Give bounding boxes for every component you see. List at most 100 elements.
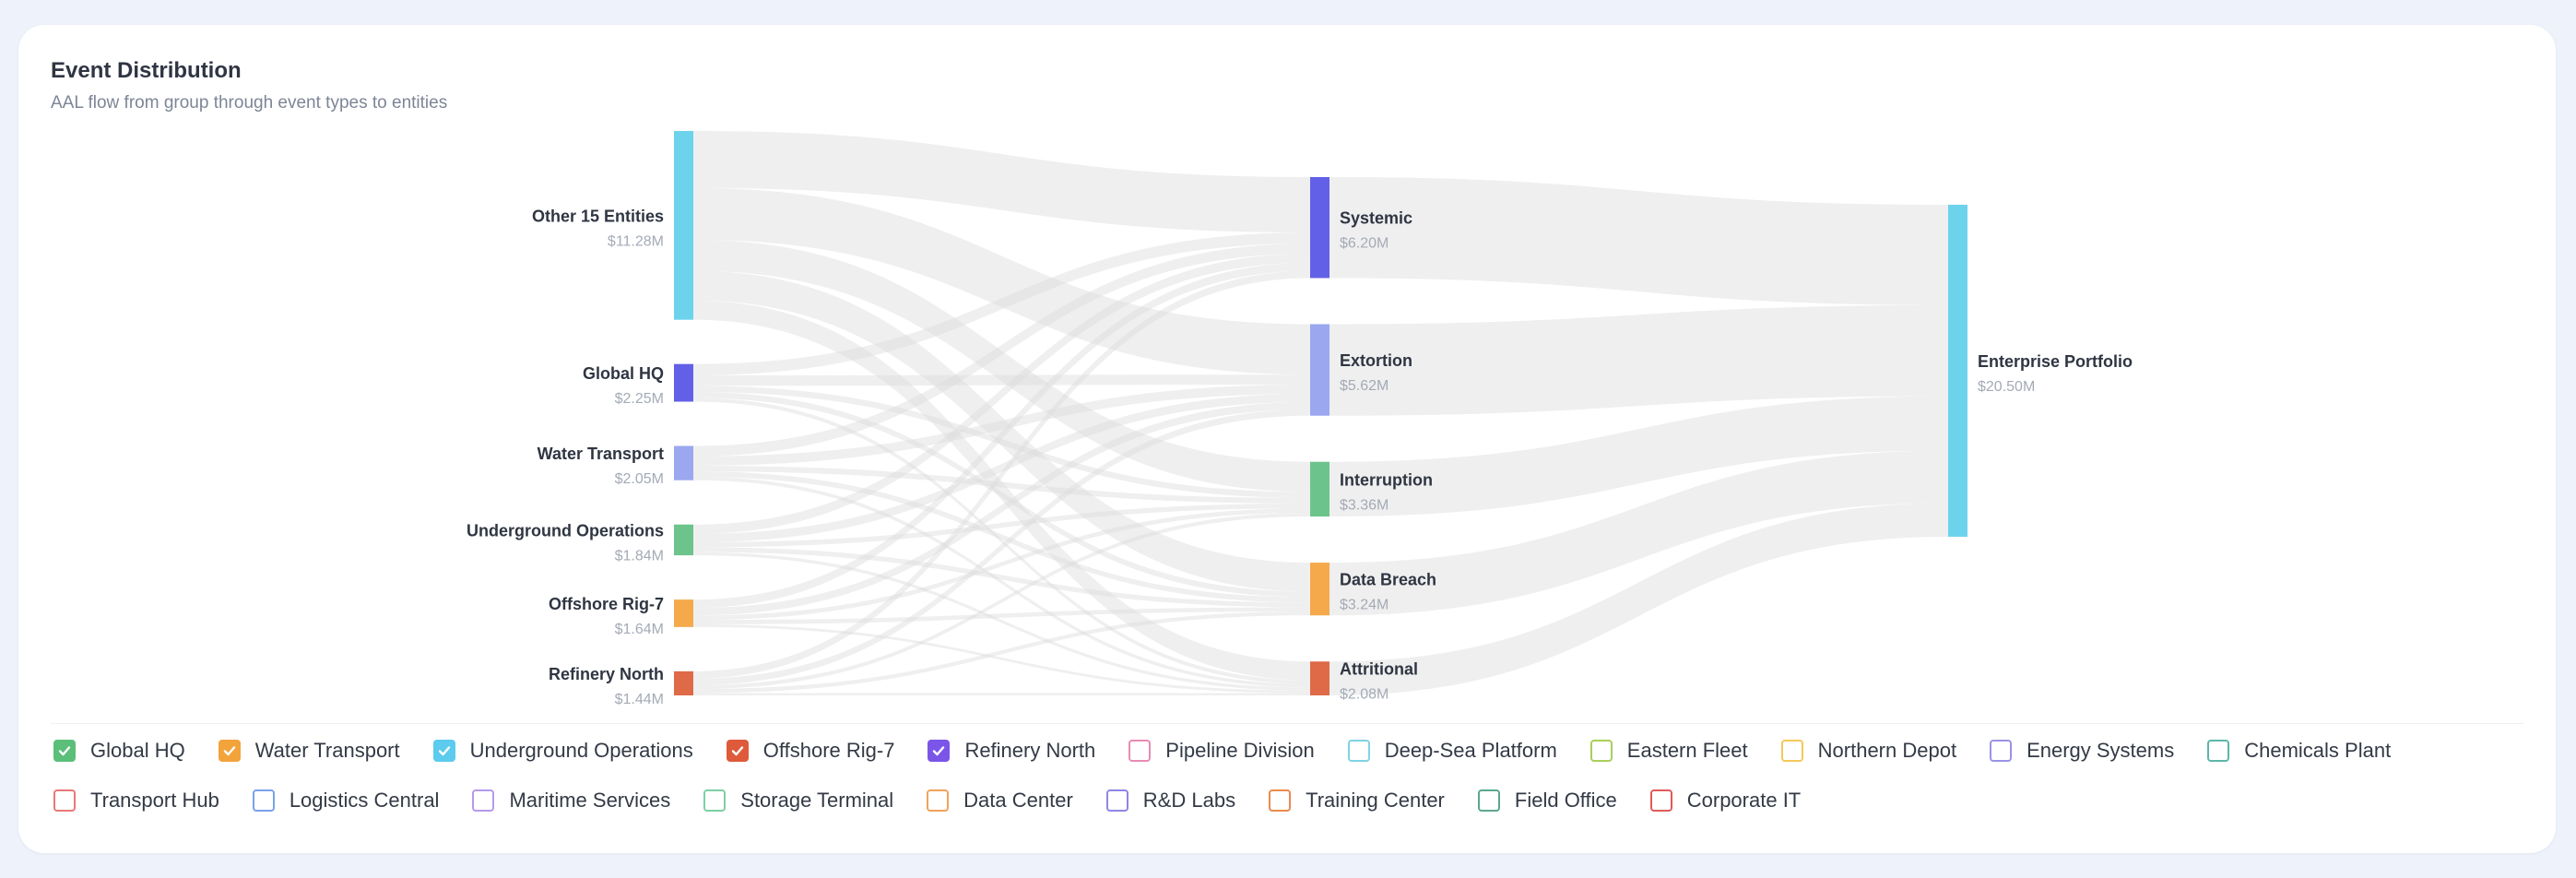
checkbox-unchecked-icon[interactable] [1269,789,1292,812]
checkbox-unchecked-icon[interactable] [703,789,727,812]
legend-item[interactable]: Storage Terminal [703,789,893,813]
sankey-node-sys[interactable] [1310,177,1329,279]
sankey-link-wt-sys[interactable] [693,243,1310,457]
sankey-node-ep[interactable] [1948,205,1967,537]
legend-item[interactable]: Pipeline Division [1128,739,1315,763]
sankey-link-uo-att[interactable] [693,552,1310,691]
sankey-link-or7-sys[interactable] [693,262,1310,609]
legend-item[interactable]: Global HQ [53,739,185,763]
sankey-link-int-ep[interactable] [1329,396,1948,517]
checkbox-checked-icon[interactable] [726,740,749,762]
sankey-link-or7-int[interactable] [693,508,1310,621]
sankey-node-label-ghq: Global HQ [583,364,664,383]
checkbox-unchecked-icon[interactable] [2207,740,2230,762]
sankey-link-or7-att[interactable] [693,623,1310,694]
legend-label: Corporate IT [1686,789,1802,812]
checkbox-checked-icon[interactable] [432,740,455,762]
legend-row: Transport Hub Logistics Central Maritime S… [53,787,2524,814]
sankey-link-other-int[interactable] [693,239,1310,492]
sankey-node-or7[interactable] [674,599,693,627]
legend-item[interactable]: Water Transport [218,739,400,763]
sankey-node-ghq[interactable] [674,363,693,402]
checkbox-unchecked-icon[interactable] [927,789,950,812]
legend-label: Refinery North [964,739,1096,762]
sankey-link-other-sys[interactable] [693,131,1310,233]
sankey-link-att-ep[interactable] [1329,503,1948,695]
checkbox-checked-icon[interactable] [218,740,241,762]
checkbox-unchecked-icon[interactable] [1780,740,1803,762]
sankey-link-other-ext[interactable] [693,187,1310,375]
legend-label: Energy Systems [2027,739,2175,762]
legend-label: Global HQ [90,739,185,762]
sankey-link-wt-ext[interactable] [693,385,1310,466]
checkbox-unchecked-icon[interactable] [53,789,76,812]
sankey-link-sys-ep[interactable] [1329,177,1948,305]
sankey-link-uo-ext[interactable] [693,394,1310,542]
sankey-link-ghq-ext[interactable] [693,374,1310,386]
sankey-link-db-ep[interactable] [1329,450,1948,616]
legend-item[interactable]: Underground Operations [432,739,693,763]
legend-item[interactable]: Data Center [927,789,1073,813]
legend-label: Maritime Services [509,789,671,812]
sankey-node-wt[interactable] [674,445,693,481]
sankey-link-rn-att[interactable] [693,693,1310,695]
sankey-node-int[interactable] [1310,461,1329,517]
sankey-link-wt-int[interactable] [693,465,1310,504]
sankey-link-or7-db[interactable] [693,607,1310,624]
checkbox-unchecked-icon[interactable] [1589,740,1613,762]
checkbox-unchecked-icon[interactable] [1990,740,2013,762]
checkbox-unchecked-icon[interactable] [1477,789,1500,812]
checkbox-checked-icon[interactable] [53,740,76,762]
sankey-link-rn-db[interactable] [693,611,1310,694]
legend-item[interactable]: Field Office [1477,789,1617,813]
legend-item[interactable]: Maritime Services [472,789,670,813]
legend-label: Storage Terminal [740,789,894,812]
legend-label: Northern Depot [1817,739,1957,762]
checkbox-unchecked-icon[interactable] [472,789,495,812]
sankey-link-rn-ext[interactable] [693,409,1310,685]
sankey-link-ext-ep[interactable] [1329,304,1948,416]
sankey-link-uo-sys[interactable] [693,253,1310,534]
sankey-link-ghq-sys[interactable] [693,232,1310,376]
sankey-link-uo-int[interactable] [693,503,1310,548]
sankey-node-db[interactable] [1310,563,1329,616]
sankey-link-wt-db[interactable] [693,471,1310,603]
legend-item[interactable]: Energy Systems [1990,739,2174,763]
sankey-node-rn[interactable] [674,670,693,695]
legend-item[interactable]: Refinery North [928,739,1095,763]
sankey-node-other[interactable] [674,131,693,320]
legend-label: Chemicals Plant [2244,739,2392,762]
legend-item[interactable]: Training Center [1269,789,1445,813]
checkbox-unchecked-icon[interactable] [252,789,275,812]
legend-item[interactable]: Deep-Sea Platform [1347,739,1557,763]
checkbox-unchecked-icon[interactable] [1649,789,1672,812]
sankey-link-uo-db[interactable] [693,547,1310,608]
sankey-link-wt-att[interactable] [693,476,1310,688]
legend-item[interactable]: Logistics Central [252,789,439,813]
sankey-node-uo[interactable] [674,524,693,556]
sankey-node-att[interactable] [1310,661,1329,695]
legend-item[interactable]: Chemicals Plant [2207,739,2391,763]
checkbox-checked-icon[interactable] [928,740,951,762]
sankey-link-rn-int[interactable] [693,512,1310,690]
sankey-link-ghq-db[interactable] [693,391,1310,598]
legend-item[interactable]: Offshore Rig-7 [726,739,894,763]
checkbox-unchecked-icon[interactable] [1347,740,1370,762]
sankey-link-ghq-att[interactable] [693,397,1310,684]
checkbox-unchecked-icon[interactable] [1105,789,1128,812]
sankey-link-other-db[interactable] [693,270,1310,592]
legend-item[interactable]: Eastern Fleet [1589,739,1748,763]
checkbox-unchecked-icon[interactable] [1128,740,1152,762]
sankey-link-or7-ext[interactable] [693,401,1310,616]
sankey-link-ghq-int[interactable] [693,386,1310,498]
legend-item[interactable]: Northern Depot [1780,739,1957,763]
sankey-node-label-other: Other 15 Entities [532,207,664,225]
sankey-links [693,131,1948,695]
sankey-link-rn-sys[interactable] [693,270,1310,679]
legend-item[interactable]: Corporate IT [1649,789,1802,813]
legend-item[interactable]: Transport Hub [53,789,219,813]
sankey-link-other-att[interactable] [693,300,1310,681]
legend-item[interactable]: R&D Labs [1105,789,1235,813]
sankey-node-label-wt: Water Transport [538,445,664,463]
sankey-node-ext[interactable] [1310,324,1329,416]
